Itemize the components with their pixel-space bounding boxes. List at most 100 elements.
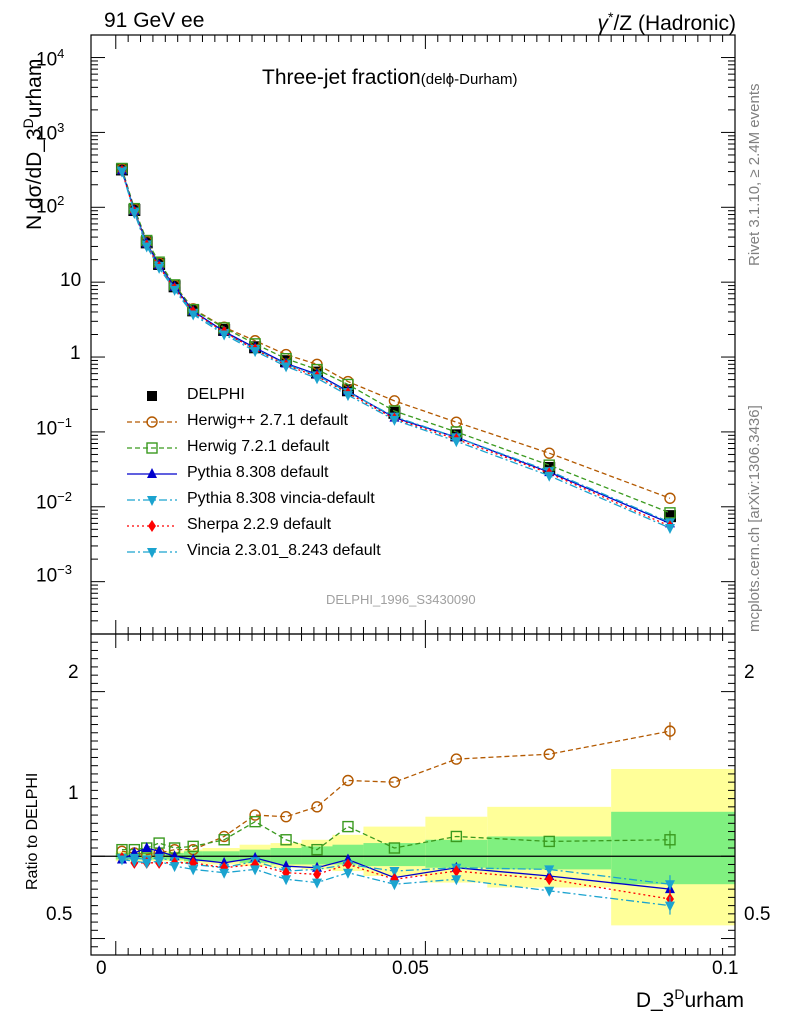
chart-title-sub: (delϕ-Durham)	[420, 71, 518, 88]
ratio-point	[154, 857, 165, 868]
ratio-point	[342, 774, 354, 787]
y-tick-base: 1	[70, 343, 81, 364]
x-axis-label-pre: D_3	[635, 989, 675, 1012]
header-right-gamma: γ	[597, 12, 609, 35]
data-point	[169, 285, 180, 296]
legend-marker	[147, 391, 157, 401]
legend-marker	[148, 520, 156, 532]
ratio-tick-left: 2	[68, 662, 79, 683]
data-point	[450, 416, 463, 428]
legend-label: Vincia 2.3.01_8.243 default	[187, 542, 381, 559]
ratio-line	[121, 730, 671, 856]
ratio-point	[544, 886, 555, 897]
data-point	[312, 374, 323, 385]
ratio-point	[281, 875, 292, 886]
legend-label: Herwig 7.2.1 default	[187, 438, 330, 455]
x-tick-label: 0.05	[392, 958, 429, 979]
header-left: 91 GeV ee	[104, 9, 205, 32]
ratio-point	[450, 753, 463, 765]
ratio-point	[544, 865, 555, 876]
chart-title: Three-jet fraction(delϕ-Durham)	[262, 66, 518, 90]
ratio-tick-right: 0.5	[744, 904, 771, 925]
data-point	[281, 362, 292, 373]
series-line	[121, 168, 671, 499]
ratio-point	[129, 857, 140, 868]
data-point	[219, 330, 230, 341]
data-point	[664, 492, 676, 504]
ratio-point	[141, 842, 152, 852]
ratio-tick-right: 2	[744, 662, 755, 683]
data-point	[154, 263, 165, 274]
y-tick-exp: 4	[57, 46, 65, 61]
y-tick-label: 10−2	[36, 489, 72, 514]
data-point	[543, 447, 555, 459]
ratio-point	[343, 858, 352, 871]
ratio-point	[342, 868, 353, 879]
chart-title-main: Three-jet fraction	[262, 66, 421, 89]
data-point	[389, 415, 400, 426]
legend-label: Herwig++ 2.7.1 default	[187, 412, 348, 429]
data-point	[250, 347, 261, 358]
data-point	[664, 524, 675, 535]
analysis-watermark: DELPHI_1996_S3430090	[326, 592, 476, 607]
mcplots-label: mcplots.cern.ch [arXiv:1306.3436]	[746, 405, 763, 632]
ratio-point	[280, 834, 292, 846]
y-axis-label-sup: D	[20, 118, 36, 129]
series-line	[121, 171, 671, 529]
ratio-band-inner	[301, 846, 333, 865]
ratio-band-inner	[363, 843, 426, 867]
ratio-band-inner	[611, 811, 735, 885]
y-tick-label: 10−3	[36, 562, 72, 587]
ratio-point	[313, 868, 322, 881]
x-axis-label-sup: D	[674, 986, 685, 1002]
legend-label: DELPHI	[187, 386, 245, 403]
legend-marker	[147, 548, 157, 558]
ratio-point	[342, 820, 354, 833]
ratio-point	[219, 868, 230, 879]
ratio-point	[249, 809, 261, 821]
ratio-point	[543, 835, 555, 848]
legend-label: Pythia 8.308 vincia-default	[187, 490, 375, 507]
ratio-point	[388, 776, 401, 788]
ratio-point	[187, 840, 199, 853]
ratio-point	[545, 873, 554, 886]
ratio-point	[543, 748, 555, 760]
x-axis-label-post: urham	[684, 989, 744, 1012]
x-tick-label: 0	[96, 958, 107, 979]
y-tick-exp: −1	[57, 415, 72, 430]
legend-label: Sherpa 2.2.9 default	[187, 516, 332, 533]
ratio-point	[249, 815, 261, 828]
legend-marker	[147, 496, 157, 506]
ratio-point	[250, 865, 261, 876]
series-line	[121, 168, 671, 514]
ratio-point	[311, 843, 323, 856]
data-point	[544, 471, 555, 482]
ratio-line	[121, 820, 670, 851]
ratio-point	[450, 830, 463, 843]
data-point	[116, 167, 127, 178]
ratio-tick-left: 0.5	[46, 904, 73, 925]
y-tick-base: 10	[36, 418, 58, 440]
y-tick-label: 102	[36, 193, 64, 218]
ratio-y-axis-label: Ratio to DELPHI	[24, 772, 41, 890]
y-tick-exp: −2	[57, 489, 72, 504]
y-tick-base: 10	[36, 49, 58, 71]
ratio-point	[451, 875, 462, 886]
ratio-band-inner	[487, 836, 612, 870]
header-right: γ*/Z (Hadronic)	[598, 9, 736, 36]
legend-marker	[146, 442, 158, 454]
ratio-point	[452, 865, 461, 878]
ratio-tick-left: 1	[68, 783, 79, 804]
header-right-rest: /Z (Hadronic)	[613, 12, 736, 35]
y-tick-label: 10	[60, 270, 81, 292]
legend-label: Pythia 8.308 default	[187, 464, 329, 481]
ratio-point	[188, 865, 199, 876]
y-tick-exp: 3	[57, 120, 65, 135]
y-tick-exp: −3	[57, 562, 72, 577]
y-tick-base: 10	[36, 123, 58, 145]
y-tick-label: 10−1	[36, 415, 72, 440]
ratio-point	[169, 862, 180, 873]
header-right-sup: *	[608, 9, 614, 25]
legend-marker	[146, 416, 158, 428]
